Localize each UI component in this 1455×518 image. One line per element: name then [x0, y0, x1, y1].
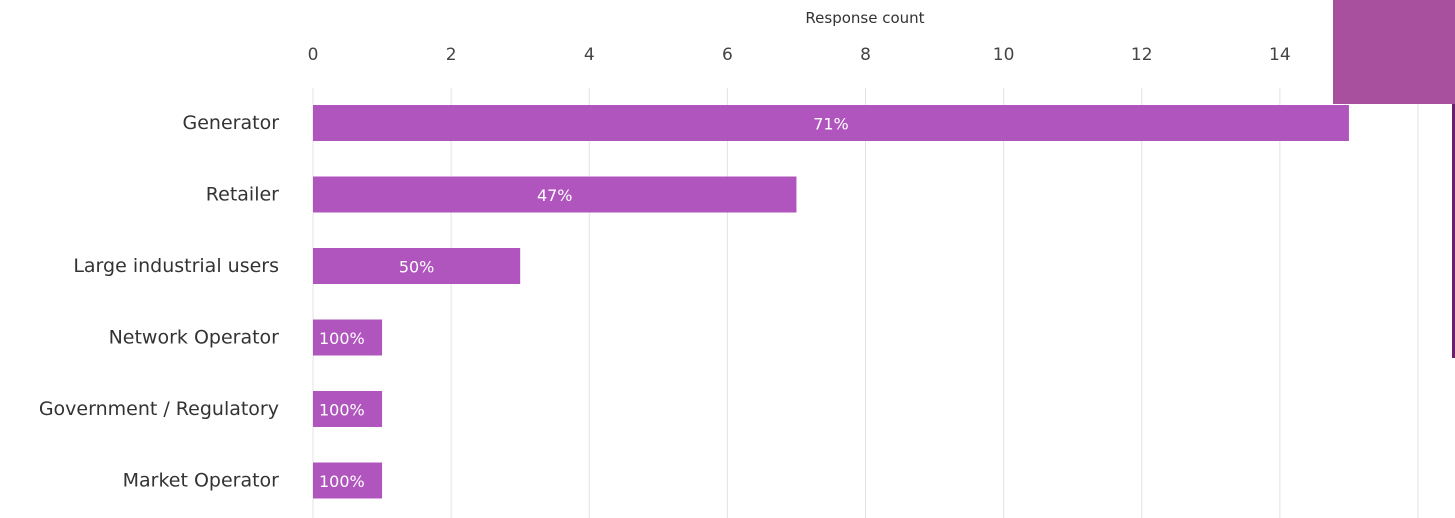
- category-label: Government / Regulatory: [39, 398, 279, 420]
- data-label: 50%: [399, 258, 435, 277]
- data-label: 100%: [319, 329, 365, 348]
- data-label: 100%: [319, 472, 365, 491]
- data-labels: 71% 47% 50% 100% 100% 100%: [319, 115, 849, 492]
- bar: [313, 391, 383, 427]
- bar: [313, 319, 383, 356]
- bar: [313, 248, 521, 284]
- x-tick-label: 14: [1269, 45, 1291, 65]
- x-tick-label: 2: [446, 45, 457, 65]
- x-axis-title: Response count: [805, 9, 924, 27]
- data-label: 71%: [813, 115, 849, 134]
- data-label: 100%: [319, 401, 365, 420]
- x-tick-label: 12: [1131, 45, 1153, 65]
- overlay-marker-line: [1452, 104, 1455, 358]
- x-tick-label: 0: [308, 45, 319, 65]
- bar: [313, 462, 383, 499]
- x-tick-label: 8: [860, 45, 871, 65]
- category-labels: Generator Retailer Large industrial users N…: [39, 112, 279, 492]
- x-tick-label: 4: [584, 45, 595, 65]
- bar: [313, 176, 797, 213]
- x-axis-ticks: 0246810121416: [308, 45, 1429, 65]
- category-label: Generator: [183, 112, 280, 134]
- x-tick-label: 6: [722, 45, 733, 65]
- bar: [313, 105, 1349, 141]
- x-tick-label: 10: [993, 45, 1015, 65]
- category-label: Large industrial users: [73, 255, 279, 277]
- gridlines: [312, 88, 1419, 518]
- category-label: Retailer: [206, 184, 279, 206]
- category-label: Network Operator: [109, 327, 280, 349]
- category-label: Market Operator: [123, 470, 280, 492]
- bars: [313, 105, 1349, 499]
- overlay-highlight-tab: [1333, 0, 1455, 104]
- data-label: 47%: [537, 186, 573, 205]
